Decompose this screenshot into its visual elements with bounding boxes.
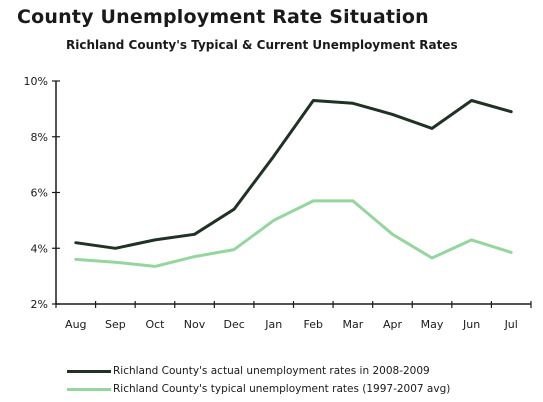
legend-item-typical: Richland County's typical unemployment r… [67, 380, 450, 398]
y-tick-label: 4% [31, 242, 48, 255]
legend-swatch-typical [67, 387, 111, 391]
x-tick-label: Apr [383, 318, 403, 331]
chart-subtitle: Richland County's Typical & Current Unem… [66, 38, 458, 52]
x-tick-label: Aug [65, 318, 86, 331]
x-tick-label: Jun [462, 318, 480, 331]
series-line-actual [74, 99, 513, 250]
y-tick-label: 10% [24, 75, 48, 88]
y-tick-label: 6% [31, 187, 48, 200]
x-tick-label: Jan [264, 318, 282, 331]
x-tick-label: Sep [105, 318, 126, 331]
chart-legend: Richland County's actual unemployment ra… [67, 362, 450, 398]
x-tick-label: May [421, 318, 444, 331]
x-tick-label: Feb [304, 318, 323, 331]
series-line-typical [74, 199, 513, 268]
legend-label-actual: Richland County's actual unemployment ra… [113, 365, 430, 377]
y-tick-label: 2% [31, 298, 48, 311]
x-tick-label: Oct [145, 318, 165, 331]
legend-swatch-actual [67, 369, 111, 373]
legend-label-typical: Richland County's typical unemployment r… [113, 383, 451, 395]
chart-title: County Unemployment Rate Situation [17, 6, 429, 28]
x-tick-label: Jul [504, 318, 518, 331]
legend-item-actual: Richland County's actual unemployment ra… [67, 362, 450, 380]
y-tick-label: 8% [31, 131, 48, 144]
x-tick-label: Nov [184, 318, 206, 331]
x-tick-label: Mar [342, 318, 363, 331]
x-tick-label: Dec [223, 318, 244, 331]
